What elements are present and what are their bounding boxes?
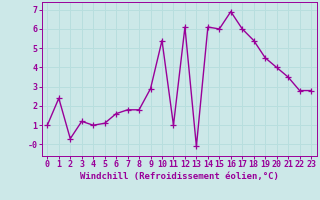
X-axis label: Windchill (Refroidissement éolien,°C): Windchill (Refroidissement éolien,°C) — [80, 172, 279, 181]
